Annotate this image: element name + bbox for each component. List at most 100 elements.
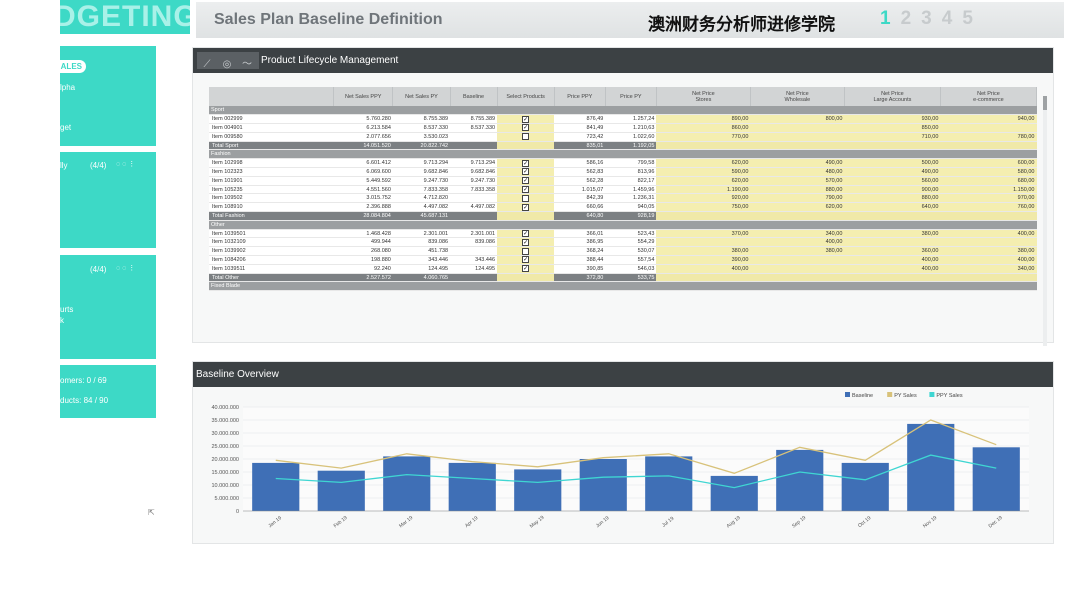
net-price-large-accounts[interactable]: 560,00	[844, 176, 941, 186]
table-row[interactable]: Item 002999 5.760.280 8.755.389 8.755.389 ✓ 8…	[209, 114, 1037, 125]
column-header[interactable]: Price PPY	[554, 87, 606, 106]
group-name[interactable]: Fashion	[209, 149, 1037, 160]
net-price-wholesale[interactable]: 340,00	[750, 229, 845, 239]
sidebar-line[interactable]: urts	[60, 305, 74, 314]
line-chart-icon[interactable]: ⟋	[203, 59, 211, 70]
group-name[interactable]: Other	[209, 220, 1037, 230]
table-row[interactable]: Item 1039511 92.240 124.495 124.495 ✓ 390,85 5…	[209, 264, 1037, 274]
net-price-large-accounts[interactable]	[844, 237, 941, 248]
group-header-row[interactable]: Sport	[209, 106, 1037, 116]
table-row[interactable]: Item 105235 4.551.560 7.833.358 7.833.358 ✓ 1…	[209, 185, 1037, 195]
trend-icon[interactable]: 〜	[242, 59, 252, 70]
filter-icons[interactable]: ◌ ◌ ⋮	[116, 265, 136, 272]
select-product-cell[interactable]: ✓	[497, 158, 555, 169]
net-price-stores[interactable]: 860,00	[656, 123, 751, 133]
column-header[interactable]: Select Products	[497, 87, 555, 106]
net-price-ecommerce[interactable]: 940,00	[940, 114, 1037, 125]
step-5[interactable]: 5	[962, 8, 973, 29]
select-product-cell[interactable]: ✓	[497, 123, 555, 133]
step-1[interactable]: 1	[880, 8, 891, 29]
vertical-scrollbar[interactable]	[1043, 96, 1047, 346]
table-row[interactable]: Item 009580 2.077.656 3.530.023 723,42 1.022…	[209, 132, 1037, 142]
table-row[interactable]: Item 1084206 198.880 343.446 343.446 ✓ 388,44…	[209, 255, 1037, 265]
column-header[interactable]	[209, 87, 335, 106]
net-price-ecommerce[interactable]: 600,00	[940, 158, 1037, 169]
sidebar-line[interactable]: get	[60, 123, 72, 132]
checkbox-checked[interactable]: ✓	[522, 186, 530, 194]
net-price-wholesale[interactable]	[750, 255, 845, 265]
filter-icons[interactable]: ◌ ◌ ⋮	[116, 161, 136, 168]
column-header[interactable]: Net Price Wholesale	[750, 87, 845, 106]
net-price-wholesale[interactable]	[750, 123, 845, 133]
table-row[interactable]: Item 102323 6.069.600 9.682.846 9.682.846 ✓ 5…	[209, 167, 1037, 177]
table-row[interactable]: Item 108910 2.396.888 4.497.082 4.497.082 ✓ 6…	[209, 202, 1037, 213]
table-row[interactable]: Item 004901 6.213.584 8.537.330 8.537.330 ✓ 8…	[209, 123, 1037, 133]
table-row[interactable]: Item 1032109 499.944 839.086 839.086 ✓ 386,95…	[209, 237, 1037, 248]
net-price-ecommerce[interactable]	[940, 237, 1037, 248]
net-price-stores[interactable]: 920,00	[656, 193, 751, 204]
group-header-row[interactable]: Fixed Blade	[209, 281, 1037, 292]
net-price-large-accounts[interactable]: 880,00	[844, 193, 941, 204]
net-price-stores[interactable]	[656, 237, 751, 248]
net-price-stores[interactable]: 770,00	[656, 132, 751, 142]
sidebar-panel-1[interactable]: ALES lpha get	[60, 46, 156, 146]
net-price-ecommerce[interactable]: 1.150,00	[940, 185, 1037, 195]
group-name[interactable]: Fixed Blade	[209, 281, 1037, 292]
select-product-cell[interactable]: ✓	[497, 114, 555, 125]
net-price-stores[interactable]: 390,00	[656, 255, 751, 265]
checkbox-checked[interactable]: ✓	[522, 124, 530, 132]
select-product-cell[interactable]	[497, 193, 555, 204]
checkbox-unchecked[interactable]	[522, 247, 530, 255]
net-price-wholesale[interactable]: 570,00	[750, 176, 845, 186]
net-price-large-accounts[interactable]: 400,00	[844, 264, 941, 274]
select-product-cell[interactable]: ✓	[497, 185, 555, 195]
net-price-ecommerce[interactable]: 400,00	[940, 255, 1037, 265]
target-icon[interactable]: ◎	[222, 59, 232, 70]
net-price-ecommerce[interactable]: 580,00	[940, 167, 1037, 177]
net-price-wholesale[interactable]: 380,00	[750, 246, 845, 257]
net-price-stores[interactable]: 380,00	[656, 246, 751, 257]
checkbox-checked[interactable]: ✓	[522, 230, 530, 238]
column-header[interactable]: Net Price Stores	[656, 87, 751, 106]
checkbox-checked[interactable]: ✓	[522, 177, 530, 185]
select-product-cell[interactable]: ✓	[497, 237, 555, 248]
select-product-cell[interactable]: ✓	[497, 255, 555, 265]
sales-pill[interactable]: ALES	[60, 60, 86, 73]
net-price-large-accounts[interactable]: 490,00	[844, 167, 941, 177]
net-price-wholesale[interactable]: 790,00	[750, 193, 845, 204]
net-price-stores[interactable]: 1.190,00	[656, 185, 751, 195]
net-price-stores[interactable]: 890,00	[656, 114, 751, 125]
net-price-ecommerce[interactable]: 340,00	[940, 264, 1037, 274]
table-row[interactable]: Item 102998 6.601.412 9.713.294 9.713.294 ✓ 5…	[209, 158, 1037, 169]
select-product-cell[interactable]	[497, 132, 555, 142]
checkbox-unchecked[interactable]	[522, 194, 530, 202]
step-2[interactable]: 2	[900, 8, 912, 29]
net-price-ecommerce[interactable]: 400,00	[940, 229, 1037, 239]
net-price-large-accounts[interactable]: 710,00	[844, 132, 941, 142]
net-price-large-accounts[interactable]: 500,00	[844, 158, 941, 169]
net-price-ecommerce[interactable]: 680,00	[940, 176, 1037, 186]
net-price-wholesale[interactable]: 490,00	[750, 158, 845, 169]
table-row[interactable]: Item 109502 3.015.752 4.712.820 842,39 1.236…	[209, 193, 1037, 204]
column-header[interactable]: Net Sales PPY	[333, 87, 394, 106]
net-price-stores[interactable]: 400,00	[656, 264, 751, 274]
net-price-stores[interactable]: 620,00	[656, 176, 751, 186]
checkbox-checked[interactable]: ✓	[522, 159, 530, 167]
net-price-large-accounts[interactable]: 380,00	[844, 229, 941, 239]
step-3[interactable]: 3	[921, 8, 932, 29]
sidebar-panel-2[interactable]: lly (4/4) ◌ ◌ ⋮	[60, 152, 156, 248]
net-price-stores[interactable]: 590,00	[656, 167, 751, 177]
net-price-wholesale[interactable]: 480,00	[750, 167, 845, 177]
net-price-wholesale[interactable]	[750, 264, 845, 274]
sidebar-panel-3[interactable]: (4/4) ◌ ◌ ⋮ urts k	[60, 255, 156, 359]
group-header-row[interactable]: Other	[209, 220, 1037, 230]
net-price-large-accounts[interactable]: 640,00	[844, 202, 941, 213]
net-price-wholesale[interactable]	[750, 132, 845, 142]
checkbox-checked[interactable]: ✓	[522, 238, 530, 246]
column-header[interactable]: Price PY	[605, 87, 657, 106]
step-4[interactable]: 4	[941, 8, 953, 29]
net-price-large-accounts[interactable]: 930,00	[844, 114, 941, 125]
net-price-ecommerce[interactable]	[940, 123, 1037, 133]
checkbox-unchecked[interactable]	[522, 133, 530, 141]
select-product-cell[interactable]: ✓	[497, 264, 555, 274]
